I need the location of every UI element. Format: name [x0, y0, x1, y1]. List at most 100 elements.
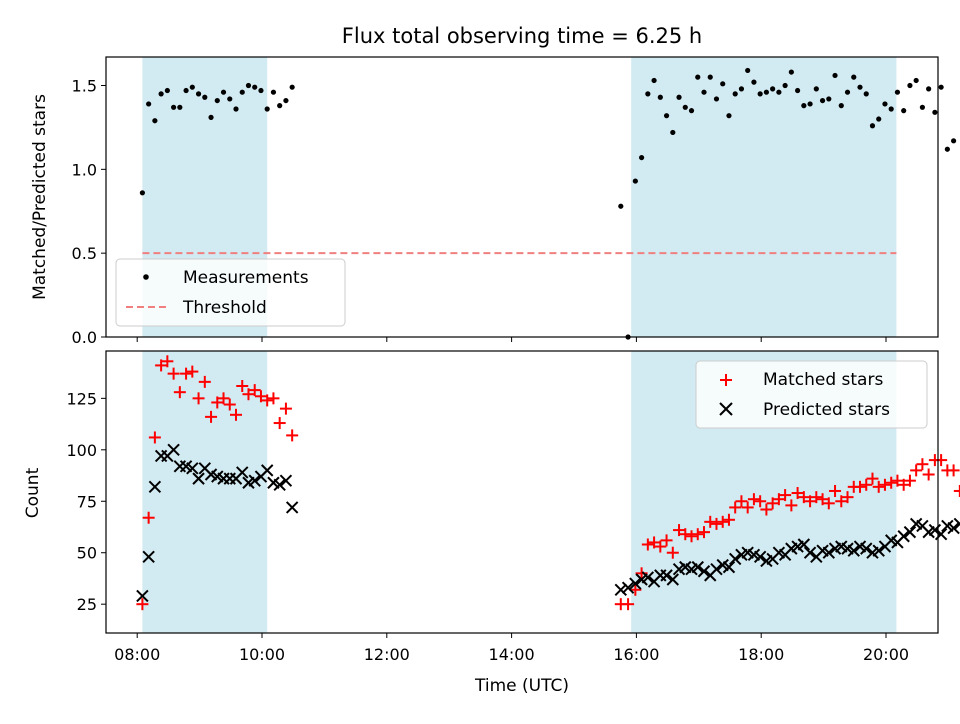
- top-plot-frame: [105, 56, 939, 338]
- matched-stars-point: [142, 511, 155, 524]
- predicted-stars-point: [860, 542, 873, 555]
- legend-predicted-marker: [719, 402, 733, 416]
- measurements-point: [618, 203, 624, 209]
- bottom-y-tick-label: 125: [66, 389, 97, 408]
- matched-stars-point: [754, 495, 767, 508]
- bottom-x-tick-label: 12:00: [364, 645, 410, 664]
- predicted-stars-point: [192, 472, 205, 485]
- measurements-point: [901, 108, 907, 114]
- measurements-point: [763, 89, 770, 95]
- predicted-stars-point: [847, 544, 860, 557]
- predicted-stars-point: [186, 462, 199, 475]
- bottom-y-tick-label: 25: [77, 595, 97, 614]
- matched-stars-point: [136, 598, 149, 611]
- matched-stars-point: [747, 493, 760, 506]
- matched-stars-point: [641, 538, 654, 551]
- predicted-stars-point: [872, 544, 885, 557]
- matched-stars-point: [622, 598, 635, 611]
- predicted-stars-point: [722, 560, 736, 574]
- matched-stars-point: [804, 495, 817, 508]
- matched-stars-point: [236, 379, 249, 392]
- measurements-point: [788, 69, 794, 75]
- measurements-point: [189, 84, 195, 90]
- matched-stars-point: [186, 365, 199, 378]
- matched-stars-point: [916, 458, 929, 471]
- measurements-point: [657, 94, 663, 100]
- measurements-point: [720, 81, 726, 87]
- bottom-y-tick-label: 75: [77, 492, 97, 511]
- legend-threshold-label: Threshold: [182, 298, 267, 318]
- measurements-point: [838, 103, 844, 109]
- top-y-axis-label: Matched/Predicted stars: [30, 94, 50, 300]
- matched-stars-point: [885, 476, 898, 489]
- matched-stars-point: [716, 515, 729, 528]
- matched-stars-point: [722, 513, 735, 526]
- measurements-point: [632, 178, 638, 184]
- measurements-point: [663, 113, 670, 119]
- predicted-stars-point: [947, 521, 960, 535]
- measurements-point: [894, 89, 901, 95]
- matched-stars-point: [953, 484, 960, 497]
- measurements-point: [932, 109, 938, 115]
- matched-stars-point: [173, 386, 186, 399]
- measurements-point: [732, 91, 738, 97]
- measurements-point: [832, 72, 838, 79]
- matched-stars-point: [666, 546, 679, 559]
- matched-stars-point: [729, 501, 742, 514]
- predicted-stars-point: [822, 546, 836, 559]
- matched-stars-point: [947, 464, 960, 477]
- bottom-plot-frame: [105, 350, 939, 634]
- bottom-y-axis-label: Count: [23, 467, 43, 518]
- matched-stars-point: [654, 540, 667, 553]
- matched-stars-point: [691, 528, 704, 541]
- bottom-x-tick-label: 16:00: [613, 645, 659, 664]
- measurements-point: [152, 118, 158, 124]
- measurements-point: [857, 84, 863, 90]
- measurements-point: [801, 103, 807, 109]
- bottom-shaded-band: [142, 351, 268, 633]
- predicted-stars-point: [260, 464, 274, 477]
- matched-stars-point: [897, 478, 910, 491]
- matched-stars-point: [698, 526, 710, 539]
- measurements-point: [757, 91, 763, 97]
- top-shaded-intervals: [142, 57, 897, 337]
- measurements-point: [177, 104, 183, 110]
- measurements-point: [707, 74, 713, 80]
- measurements-point: [645, 91, 651, 97]
- matched-stars-point: [891, 474, 904, 487]
- measurements-point: [882, 101, 888, 107]
- matched-stars-point: [760, 503, 773, 516]
- top-y-tick-label: 1.5: [72, 77, 97, 96]
- measurements-point: [776, 89, 782, 95]
- top-y-tick-label: 0.0: [72, 328, 97, 347]
- predicted-stars-point: [285, 501, 299, 514]
- legend-measurements-label: Measurements: [183, 268, 309, 288]
- matched-stars-point: [829, 484, 842, 497]
- matched-stars-point: [198, 375, 211, 388]
- measurements-point: [171, 104, 177, 110]
- predicted-stars-point: [660, 569, 673, 582]
- matched-stars-point: [286, 429, 299, 442]
- matched-stars-point: [685, 530, 698, 543]
- measurements-point: [782, 82, 788, 89]
- legend-matched-label: Matched stars: [763, 370, 883, 390]
- matched-stars-point: [279, 402, 292, 415]
- measurements-point: [888, 106, 894, 112]
- matched-stars-point: [735, 495, 748, 508]
- measurements-point: [139, 190, 145, 196]
- measurements-point: [713, 96, 720, 102]
- top-y-tick-label: 1.0: [72, 160, 97, 179]
- bottom-data-series: [136, 355, 960, 611]
- predicted-stars-point: [691, 560, 704, 574]
- measurements-point: [183, 87, 189, 94]
- measurements-point: [233, 106, 239, 112]
- matched-stars-point: [261, 394, 274, 407]
- matched-stars-point: [267, 392, 280, 405]
- predicted-stars-point: [136, 589, 149, 603]
- predicted-stars-point: [728, 552, 742, 566]
- measurements-point: [651, 77, 657, 84]
- predicted-stars-point: [803, 546, 817, 559]
- bottom-panel: 25 50 75 100 125 08:00 10:00 12:00 14:00 16:00 18:…: [23, 350, 960, 696]
- measurements-point: [270, 89, 277, 95]
- predicted-stars-point: [279, 474, 293, 487]
